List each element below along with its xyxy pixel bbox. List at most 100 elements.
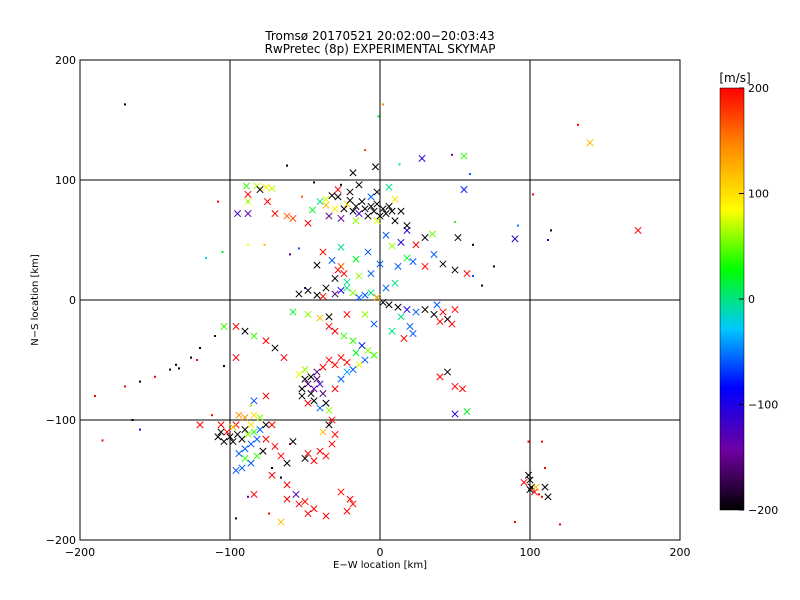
data-point-cross (325, 406, 333, 414)
data-point-cross (337, 354, 345, 362)
data-point-cross (292, 490, 300, 498)
data-point-cross (409, 330, 417, 338)
data-point-dot (550, 229, 552, 232)
data-point-cross (397, 313, 405, 321)
data-point-cross (430, 250, 438, 258)
data-point-dot (301, 195, 303, 198)
data-point-cross (235, 450, 243, 458)
data-point-cross (319, 390, 327, 398)
data-point-cross (325, 313, 333, 321)
data-point-cross (361, 205, 369, 213)
data-point-cross (541, 483, 549, 491)
data-point-cross (337, 214, 345, 222)
data-point-dot (382, 103, 384, 106)
data-point-cross (214, 433, 222, 441)
data-point-cross (355, 181, 363, 189)
data-point-cross (295, 290, 303, 298)
data-point-cross (349, 169, 357, 177)
data-point-cross (304, 399, 312, 407)
data-point-dot (247, 243, 249, 246)
data-point-cross (388, 207, 396, 215)
data-point-cross (349, 337, 357, 345)
data-point-cross (262, 435, 270, 443)
data-point-dot (196, 359, 198, 361)
data-point-cross (250, 397, 258, 405)
colorbar-tick-label: 0 (748, 293, 755, 306)
data-point-cross (520, 478, 528, 486)
data-point-cross (397, 207, 405, 215)
data-point-dot (178, 367, 180, 370)
data-point-cross (331, 361, 339, 369)
data-point-cross (412, 308, 420, 316)
data-point-cross (586, 139, 594, 147)
data-point-cross (301, 498, 309, 506)
data-point-cross (232, 466, 240, 474)
data-point-cross (233, 210, 242, 218)
data-point-cross (403, 254, 411, 262)
data-point-cross (340, 270, 348, 278)
data-point-dot (454, 221, 456, 223)
data-point-cross (530, 488, 539, 496)
data-point-dot (298, 247, 300, 250)
data-point-dot (217, 200, 219, 203)
data-point-cross (238, 464, 246, 472)
data-point-cross (235, 411, 243, 419)
data-point-cross (229, 423, 237, 431)
data-point-cross (331, 385, 339, 393)
data-point-dot (517, 224, 519, 227)
data-point-cross (385, 301, 393, 309)
data-point-cross (364, 248, 372, 256)
y-axis-ticks: −200 −100 0 100 200 (46, 54, 680, 547)
data-point-cross (370, 320, 378, 328)
data-point-cross (220, 438, 228, 446)
data-point-cross (244, 190, 252, 198)
data-point-cross (262, 392, 270, 400)
data-point-cross (349, 207, 357, 215)
data-point-cross (241, 454, 249, 462)
data-point-cross (346, 188, 354, 196)
x-tick-label: −200 (65, 546, 95, 559)
data-point-cross (263, 198, 272, 206)
data-point-cross (289, 214, 297, 222)
data-point-cross (220, 322, 228, 330)
data-point-dot (527, 440, 530, 443)
data-point-cross (451, 266, 459, 274)
data-point-dot (559, 523, 561, 526)
data-point-cross (283, 481, 291, 489)
data-point-cross (223, 428, 231, 436)
data-point-dot (377, 115, 380, 118)
data-point-dot (247, 200, 249, 203)
y-tick-label: 100 (55, 174, 76, 187)
data-point-cross (367, 202, 375, 210)
x-tick-label: 0 (377, 546, 384, 559)
data-point-cross (319, 428, 327, 436)
data-point-cross (337, 488, 345, 496)
data-point-cross (334, 193, 342, 201)
data-point-cross (526, 486, 534, 494)
data-point-dot (263, 243, 266, 246)
data-point-cross (319, 363, 327, 371)
data-point-cross (343, 507, 351, 515)
data-point-cross (325, 356, 333, 364)
data-point-cross (283, 495, 291, 503)
data-point-dot (101, 439, 104, 442)
data-point-cross (277, 452, 285, 460)
data-point-dot (190, 356, 192, 359)
data-point-cross (253, 452, 261, 460)
data-point-cross (385, 202, 393, 210)
colorbar-tick-label: −200 (748, 504, 778, 517)
data-point-cross (304, 219, 312, 227)
data-point-dot (286, 164, 288, 167)
data-point-cross (340, 332, 348, 340)
data-point-cross (307, 390, 315, 398)
data-point-cross (196, 421, 204, 429)
data-point-cross (349, 289, 357, 297)
data-point-cross (241, 414, 249, 422)
data-point-cross (337, 286, 345, 294)
data-point-cross (367, 270, 375, 278)
data-point-cross (463, 270, 471, 278)
data-point-cross (316, 447, 324, 455)
data-point-dot (451, 153, 453, 156)
data-point-cross (283, 212, 291, 220)
data-point-cross (460, 152, 468, 160)
